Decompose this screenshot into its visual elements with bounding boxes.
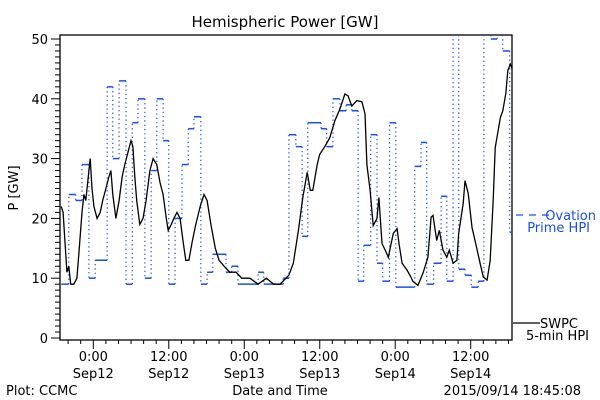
plot-frame	[59, 34, 513, 341]
swpc-legend: SWPC 5-min HPI	[513, 317, 589, 344]
swpc-series-line	[60, 62, 513, 287]
x-tick-date-label: Sep12	[73, 367, 114, 382]
x-tick-time-label: 12:00	[150, 350, 187, 365]
x-tick-date-label: Sep13	[224, 367, 265, 382]
x-tick-date-label: Sep14	[450, 367, 491, 382]
plot-marks	[60, 35, 513, 288]
x-tick-time-label: 0:00	[381, 350, 410, 365]
x-axis-label: Date and Time	[232, 384, 328, 399]
x-tick-date-label: Sep14	[375, 367, 416, 382]
ovation-legend-label-1: Ovation	[545, 209, 596, 224]
y-tick-label: 10	[31, 272, 48, 287]
plot-credit: Plot: CCMC	[6, 384, 77, 399]
plot-timestamp: 2015/09/14 18:45:08	[444, 384, 581, 399]
x-tick-time-label: 12:00	[452, 350, 489, 365]
x-tick-time-label: 12:00	[301, 350, 338, 365]
swpc-legend-label-2: 5-min HPI	[526, 329, 589, 344]
y-axis-label: P [GW]	[7, 165, 22, 210]
y-tick-label: 20	[31, 212, 48, 227]
y-tick-label: 40	[31, 93, 48, 108]
y-tick-label: 30	[31, 153, 48, 168]
x-tick-date-label: Sep13	[299, 367, 340, 382]
y-tick-label: 0	[40, 332, 48, 347]
ovation-legend-label-2: Prime HPI	[527, 221, 590, 236]
x-tick-date-label: Sep12	[148, 367, 189, 382]
x-tick-time-label: 0:00	[79, 350, 108, 365]
ovation-legend: Ovation Prime HPI	[516, 209, 596, 236]
chart-title: Hemispheric Power [GW]	[192, 13, 379, 31]
axes: 0 10 20 30 40 50 0:00 Sep12 12:00 Sep12 0:00 Sep13 1…	[31, 33, 513, 382]
x-tick-time-label: 0:00	[230, 350, 259, 365]
swpc-legend-label-1: SWPC	[540, 317, 578, 332]
y-tick-label: 50	[31, 33, 48, 48]
